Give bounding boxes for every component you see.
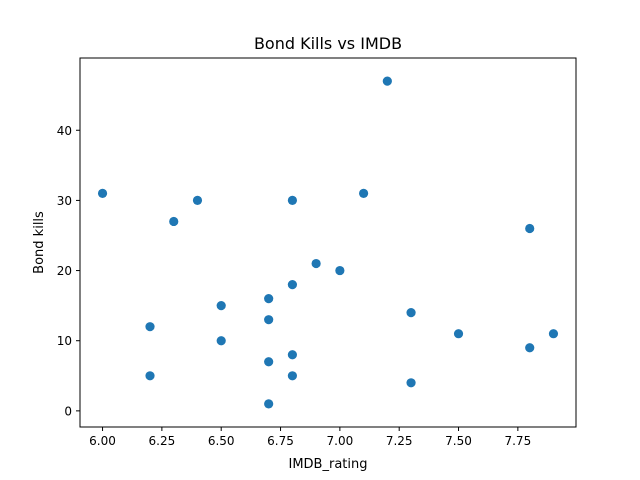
data-point-18: [382, 76, 392, 86]
x-tick-label-5: 7.25: [386, 434, 413, 448]
data-point-10: [264, 399, 274, 409]
data-point-16: [335, 265, 345, 276]
data-point-5: [216, 301, 226, 311]
data-point-13: [287, 350, 298, 360]
plot-frame: [79, 57, 577, 428]
data-point-21: [453, 329, 464, 339]
x-tick-label-3: 6.75: [267, 434, 294, 448]
data-point-0: [97, 188, 108, 198]
y-axis-label: Bond kills: [32, 211, 47, 274]
data-point-4: [192, 195, 203, 206]
data-point-14: [287, 371, 298, 381]
data-point-23: [525, 343, 535, 353]
x-tick-label-6: 7.50: [445, 434, 472, 448]
x-tick-label-2: 6.50: [208, 434, 235, 448]
data-point-24: [548, 329, 559, 339]
x-tick-label-1: 6.25: [149, 434, 176, 448]
x-tick-label-7: 7.75: [504, 434, 531, 448]
data-point-19: [406, 308, 416, 318]
data-point-3: [169, 216, 179, 227]
data-point-8: [264, 315, 274, 325]
data-point-7: [264, 294, 274, 304]
y-tick-label-4: 40: [57, 124, 72, 138]
x-tick-label-0: 6.00: [89, 434, 116, 448]
data-point-2: [145, 371, 155, 381]
data-points: [97, 76, 559, 409]
y-tick-label-3: 30: [57, 194, 72, 208]
x-tick-label-4: 7.00: [327, 434, 354, 448]
data-point-15: [311, 258, 321, 269]
data-point-9: [264, 357, 274, 367]
data-point-1: [145, 322, 155, 332]
data-point-11: [287, 195, 298, 206]
data-point-17: [358, 188, 369, 198]
x-axis-label: IMDB_rating: [289, 457, 368, 472]
y-axis: 0 10 20 30 40: [57, 124, 80, 418]
chart-title: Bond Kills vs IMDB: [254, 34, 402, 53]
y-tick-label-2: 20: [57, 264, 72, 278]
data-point-22: [525, 223, 535, 234]
y-tick-label-1: 10: [57, 334, 72, 348]
data-point-12: [287, 279, 298, 290]
x-axis: 6.00 6.25 6.50 6.75 7.00 7.25 7.50 7.75: [89, 427, 531, 448]
y-tick-label-0: 0: [64, 404, 72, 418]
data-point-6: [216, 336, 226, 346]
data-point-20: [406, 378, 416, 388]
